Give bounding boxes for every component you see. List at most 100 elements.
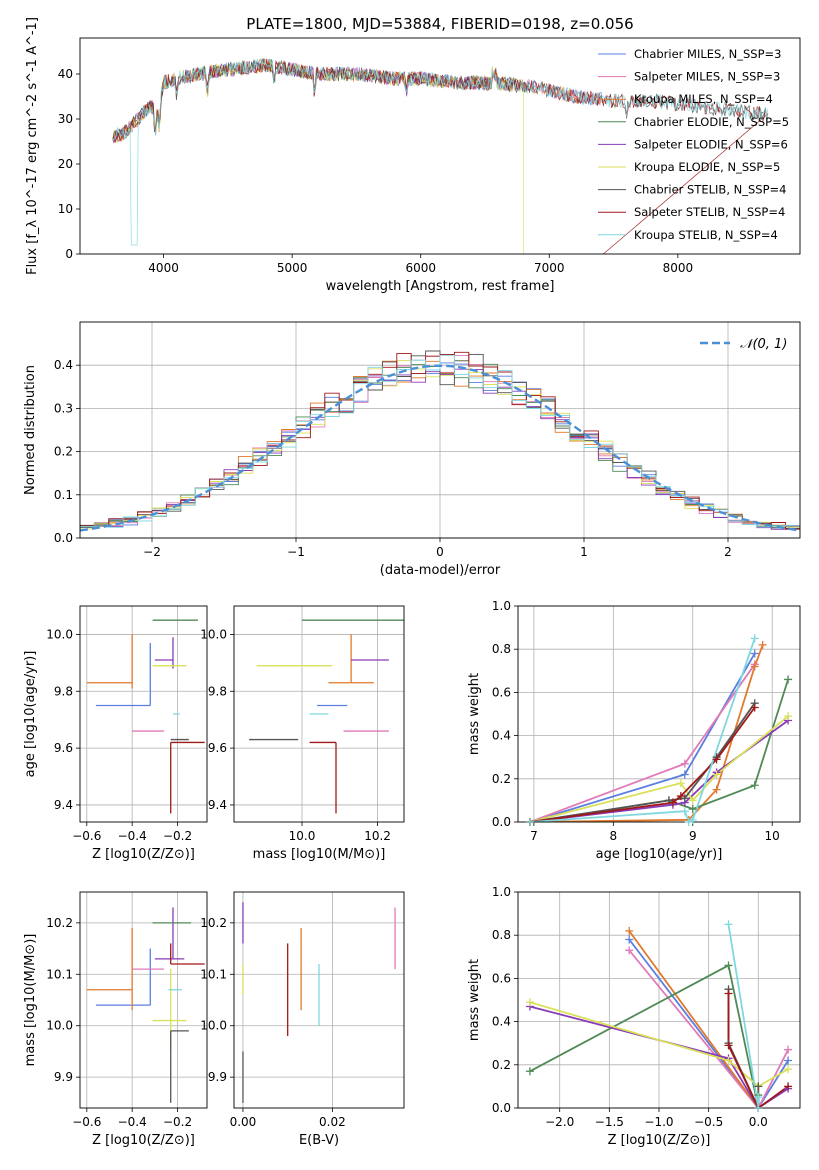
plot-area-mass_vs_Z (86, 907, 205, 1103)
legend-entry: Kroupa ELODIE, N_SSP=5 (634, 160, 780, 174)
y-axis-label: age [log10(age/yr)] (23, 651, 38, 778)
data-point-marker (625, 926, 634, 935)
series-line (727, 993, 789, 1108)
data-point-marker (688, 815, 697, 824)
data-point-marker (525, 1067, 534, 1076)
y-tick-label: 1.0 (492, 885, 511, 899)
y-tick-label: 20 (58, 157, 73, 171)
data-point-marker (724, 961, 733, 970)
data-point-marker (676, 779, 685, 788)
y-tick-label: 0.0 (492, 1101, 511, 1115)
data-point-marker (724, 989, 733, 998)
data-point-marker (525, 818, 534, 826)
x-tick-label: −0.2 (163, 829, 192, 843)
data-point-marker (784, 1045, 793, 1054)
x-tick-label: −0.4 (118, 829, 147, 843)
y-axis-label: mass weight (467, 673, 482, 755)
x-axis-label: wavelength [Angstrom, rest frame] (326, 279, 555, 294)
data-point-marker (784, 675, 793, 684)
grid-age_vs_mass (234, 606, 404, 822)
grid-mass_vs_Z (80, 892, 207, 1108)
axes-frame (79, 891, 208, 1109)
x-axis-label: Z [log10(Z/Z⊙)] (608, 1133, 711, 1148)
data-point-marker (525, 998, 534, 1007)
y-tick-label: 0.8 (492, 928, 511, 942)
spectrum-legend: Chabrier MILES, N_SSP=3 Salpeter MILES, N… (598, 47, 789, 242)
x-tick-label: −0.6 (72, 829, 101, 843)
spectrum-line (112, 58, 769, 246)
x-tick-label: 8000 (663, 261, 694, 275)
y-tick-label: 10.0 (200, 1019, 227, 1033)
y-tick-label: 0.6 (492, 971, 511, 985)
data-point-marker (724, 1041, 733, 1050)
data-point-marker (750, 662, 759, 671)
plot-area-massweight_vs_Z (529, 924, 789, 1108)
legend-entry: Chabrier ELODIE, N_SSP=5 (634, 115, 789, 129)
x-axis-label: E(B-V) (299, 1133, 339, 1148)
x-axis-label: Z [log10(Z/Z⊙)] (92, 847, 195, 862)
spectrum-line (112, 58, 768, 141)
panel-massweight_vs_age: 7 8 9 10 0.0 0.2 0.4 0.6 0.8 1.0 age [log10(age/yr… (467, 599, 801, 862)
y-tick-label: 9.6 (54, 741, 73, 755)
data-point-marker (724, 920, 733, 929)
y-tick-label: 1.0 (492, 599, 511, 613)
data-point-marker (750, 649, 759, 658)
grid-age_vs_Z (80, 606, 207, 822)
x-tick-label: −0.5 (694, 1115, 723, 1129)
data-point-marker (750, 781, 759, 790)
axes-frame (79, 321, 801, 539)
x-axis-label: Z [log10(Z/Z⊙)] (92, 1133, 195, 1148)
plot-area-spectrum (112, 57, 769, 254)
legend-entry: Kroupa MILES, N_SSP=4 (634, 92, 773, 106)
x-tick-label: −1 (287, 545, 305, 559)
y-tick-label: 9.9 (54, 1070, 73, 1084)
y-tick-label: 10.0 (200, 627, 227, 641)
plot-area-age_vs_Z (86, 619, 205, 814)
y-tick-label: 0.0 (54, 531, 73, 545)
legend-entry: Salpeter ELODIE, N_SSP=6 (634, 137, 788, 151)
data-point-marker (625, 946, 634, 955)
y-tick-label: 0.6 (492, 685, 511, 699)
y-tick-label: 9.8 (208, 684, 227, 698)
x-tick-label: −2.0 (545, 1115, 574, 1129)
data-point-marker (784, 712, 793, 721)
x-tick-label: −0.6 (72, 1115, 101, 1129)
y-tick-label: 0.1 (54, 488, 73, 502)
y-tick-label: 10.1 (200, 967, 227, 981)
x-tick-label: 4000 (148, 261, 179, 275)
y-axis-label: Flux [f_λ 10^-17 erg cm^-2 s^-1 A^-1] (25, 17, 40, 275)
data-point-marker (712, 755, 721, 764)
x-tick-label: 0.00 (230, 1115, 257, 1129)
data-point-marker (784, 1082, 793, 1091)
panel-mass_vs_Z: −0.6 −0.4 −0.2 9.9 10.0 10.1 10.2 Z [log10(Z/Z⊙… (23, 891, 208, 1148)
histogram-step (80, 354, 800, 530)
y-axis-label: mass weight (467, 959, 482, 1041)
x-tick-label: −2 (143, 545, 161, 559)
y-tick-label: 10.0 (46, 627, 73, 641)
x-tick-label: 0.02 (319, 1115, 346, 1129)
x-tick-label: 0.0 (749, 1115, 768, 1129)
x-tick-label: −1.0 (644, 1115, 673, 1129)
data-point-marker (754, 1082, 763, 1091)
panel-age_vs_Z: −0.6 −0.4 −0.2 9.4 9.6 9.8 10.0 Z [log10(Z/Z⊙)]… (23, 605, 208, 862)
x-tick-label: 8 (610, 829, 618, 843)
y-tick-label: 9.6 (208, 741, 227, 755)
y-tick-label: 0.0 (492, 815, 511, 829)
y-tick-label: 10 (58, 202, 73, 216)
x-tick-label: 10.2 (364, 829, 391, 843)
data-point-marker (758, 640, 767, 649)
plot-area-age_vs_mass (249, 619, 404, 814)
y-tick-label: 0.2 (492, 772, 511, 786)
normal-curve (80, 364, 800, 532)
panel-mass_vs_EBV: 0.00 0.02 9.9 10.0 10.1 10.2 E(B-V) (200, 891, 405, 1148)
data-point-marker (754, 1104, 763, 1112)
data-point-marker (688, 796, 697, 805)
data-point-marker (625, 935, 634, 944)
y-tick-label: 10.1 (46, 967, 73, 981)
data-point-marker (712, 770, 721, 779)
y-tick-label: 0.4 (492, 1015, 511, 1029)
y-tick-label: 30 (58, 112, 73, 126)
x-tick-label: 10 (765, 829, 780, 843)
x-tick-label: 2 (724, 545, 732, 559)
